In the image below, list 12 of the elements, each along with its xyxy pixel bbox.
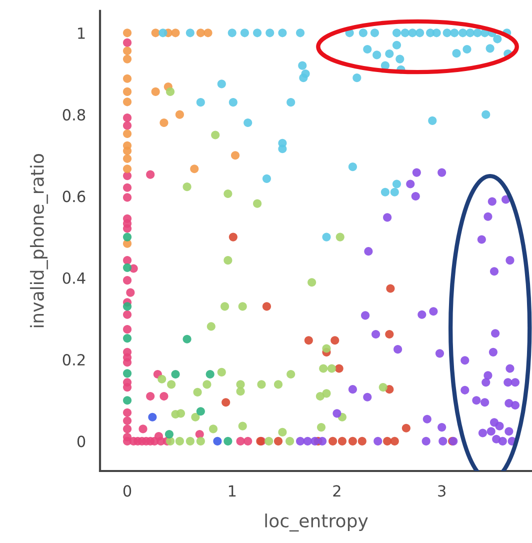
x-tick-label: 0: [123, 485, 132, 497]
y-tick-label: 1: [78, 28, 85, 39]
y-tick-label: 0.6: [62, 190, 86, 202]
y-tick-label: 0: [77, 436, 86, 448]
x-tick-label: 1: [228, 485, 236, 496]
y-tick-label: 0.4: [62, 272, 86, 284]
y-axis-title: invalid_phone_ratio: [30, 154, 48, 328]
y-tick-label: 0.2: [62, 354, 85, 366]
y-tick-label: 0.8: [62, 109, 86, 121]
x-tick-label: 3: [438, 485, 446, 497]
x-tick-label: 2: [333, 485, 340, 496]
x-axis-title: loc_entropy: [265, 514, 368, 532]
